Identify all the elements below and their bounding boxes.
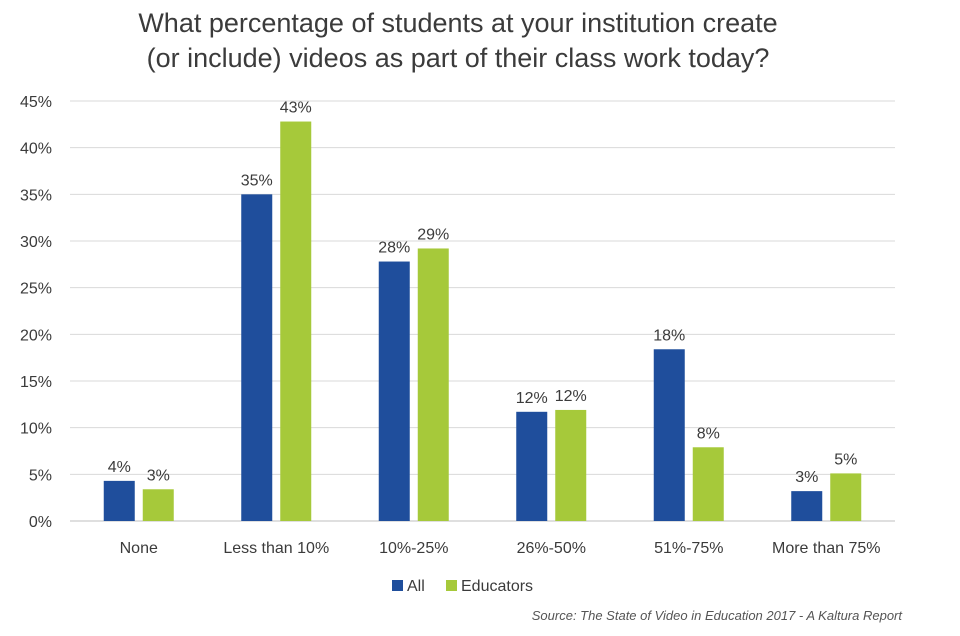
x-category-label: Less than 10%	[223, 540, 329, 557]
bar-educators-6	[830, 473, 862, 521]
bar-all-1	[103, 480, 135, 521]
x-axis-category-labels: None Less than 10% 10%-25% 26%-50% 51%-75% Mo…	[120, 540, 881, 557]
data-label-educators-2: 43%	[280, 100, 312, 117]
bar-educators-5	[692, 447, 724, 521]
bar-all-5	[653, 349, 685, 521]
data-label-educators-1: 3%	[147, 467, 170, 484]
bar-educators-4	[555, 409, 587, 521]
data-labels: 4% 3% 35% 43% 28% 29% 12% 12% 18% 8% 3% 5%	[108, 100, 858, 487]
y-tick-label: 35%	[20, 187, 52, 204]
y-tick-label: 25%	[20, 281, 52, 298]
y-axis-tick-labels: 0% 5% 10% 15% 20% 25% 30% 35% 40% 45%	[20, 94, 52, 531]
x-category-label: 10%-25%	[379, 540, 448, 557]
data-label-all-1: 4%	[108, 459, 131, 476]
x-category-label: 26%-50%	[517, 540, 586, 557]
data-label-all-3: 28%	[378, 240, 410, 257]
chart-title-line-1: What percentage of students at your inst…	[138, 8, 777, 38]
x-category-label: 51%-75%	[654, 540, 723, 557]
bar-all-4	[516, 411, 548, 521]
chart-title: What percentage of students at your inst…	[138, 8, 777, 73]
y-tick-label: 40%	[20, 141, 52, 158]
data-label-educators-3: 29%	[417, 226, 449, 243]
bars	[103, 121, 862, 522]
y-tick-label: 15%	[20, 374, 52, 391]
legend-swatch-educators	[446, 580, 457, 591]
legend-swatch-all	[392, 580, 403, 591]
bar-educators-1	[142, 489, 174, 521]
y-tick-label: 0%	[29, 514, 52, 531]
data-label-educators-5: 8%	[697, 425, 720, 442]
legend-label-educators: Educators	[461, 578, 533, 595]
legend: All Educators	[392, 578, 533, 595]
data-label-all-6: 3%	[795, 469, 818, 486]
data-label-educators-4: 12%	[555, 388, 587, 405]
y-tick-label: 5%	[29, 467, 52, 484]
y-tick-label: 30%	[20, 234, 52, 251]
y-tick-label: 45%	[20, 94, 52, 111]
gridlines	[70, 100, 895, 522]
x-category-label: None	[120, 540, 158, 557]
bar-all-6	[791, 491, 823, 521]
data-label-all-2: 35%	[241, 172, 273, 189]
data-label-educators-6: 5%	[834, 451, 857, 468]
bar-all-3	[378, 261, 410, 521]
source-note: Source: The State of Video in Education …	[532, 608, 904, 623]
y-tick-label: 20%	[20, 327, 52, 344]
bar-all-2	[241, 194, 273, 522]
bar-educators-3	[417, 248, 449, 521]
data-label-all-4: 12%	[516, 390, 548, 407]
y-tick-label: 10%	[20, 421, 52, 438]
bar-educators-2	[280, 121, 312, 522]
data-label-all-5: 18%	[653, 327, 685, 344]
x-category-label: More than 75%	[772, 540, 881, 557]
chart-title-line-2: (or include) videos as part of their cla…	[147, 43, 770, 73]
legend-label-all: All	[407, 578, 425, 595]
